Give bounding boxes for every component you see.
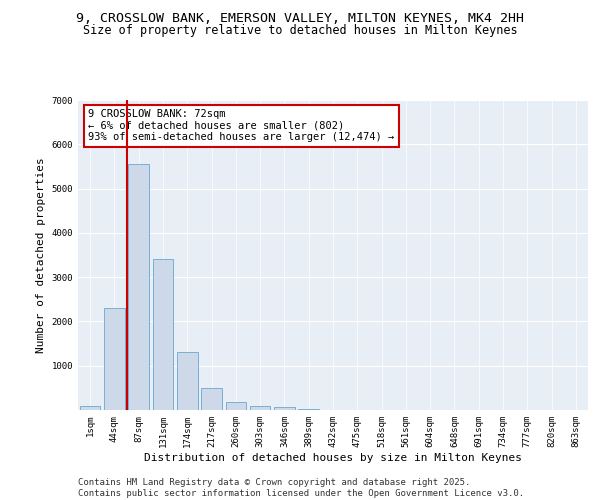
Bar (128, 164, 149, 410)
Bar (226, 402, 246, 410)
Bar (80, 406, 100, 410)
Bar (274, 408, 295, 410)
Bar (298, 409, 319, 410)
Y-axis label: Number of detached properties: Number of detached properties (36, 157, 46, 353)
Bar (177, 352, 197, 410)
Text: Contains HM Land Registry data © Crown copyright and database right 2025.
Contai: Contains HM Land Registry data © Crown c… (78, 478, 524, 498)
Text: 9 CROSSLOW BANK: 72sqm
← 6% of detached houses are smaller (802)
93% of semi-det: 9 CROSSLOW BANK: 72sqm ← 6% of detached … (88, 110, 394, 142)
Bar (104, 308, 125, 410)
Bar (152, 258, 173, 410)
X-axis label: Distribution of detached houses by size in Milton Keynes: Distribution of detached houses by size … (144, 452, 522, 462)
Text: Size of property relative to detached houses in Milton Keynes: Size of property relative to detached ho… (83, 24, 517, 37)
Bar (201, 388, 222, 410)
Text: 9, CROSSLOW BANK, EMERSON VALLEY, MILTON KEYNES, MK4 2HH: 9, CROSSLOW BANK, EMERSON VALLEY, MILTON… (76, 12, 524, 26)
Bar (250, 406, 271, 410)
